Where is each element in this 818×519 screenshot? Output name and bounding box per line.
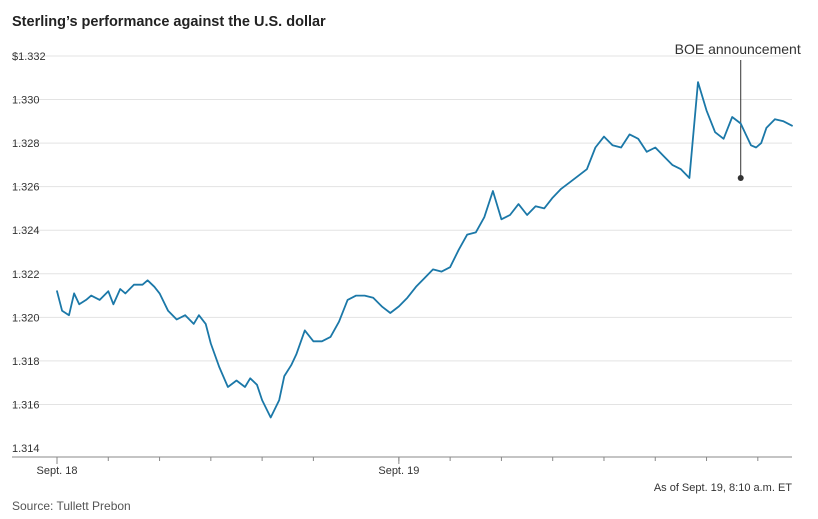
x-tick-label: Sept. 19 xyxy=(378,465,419,477)
source-note: Source: Tullett Prebon xyxy=(12,499,131,513)
series-line xyxy=(56,81,793,419)
series xyxy=(56,81,793,419)
annotation-marker xyxy=(737,174,744,181)
y-tick-label: 1.322 xyxy=(12,269,40,281)
y-tick-label: 1.314 xyxy=(12,443,40,455)
y-tick-label: 1.330 xyxy=(12,95,40,107)
gridlines xyxy=(12,55,792,405)
annotation: BOE announcement xyxy=(675,41,801,178)
x-tick-label: Sept. 18 xyxy=(37,465,78,477)
y-tick-label: 1.324 xyxy=(12,225,40,237)
y-tick-label: $1.332 xyxy=(12,51,46,63)
y-tick-label: 1.318 xyxy=(12,356,40,368)
y-axis-ticks: 1.314 1.316 1.318 1.320 1.322 1.324 1.326 1.328… xyxy=(12,51,46,455)
as-of-note: As of Sept. 19, 8:10 a.m. ET xyxy=(653,482,792,494)
y-tick-label: 1.316 xyxy=(12,399,40,411)
chart-title: Sterling’s performance against the U.S. … xyxy=(12,14,326,30)
x-axis: Sept. 18 Sept. 19 xyxy=(12,456,792,477)
y-tick-label: 1.326 xyxy=(12,182,40,194)
annotation-label: BOE announcement xyxy=(675,41,801,57)
y-tick-label: 1.320 xyxy=(12,312,40,324)
y-tick-label: 1.328 xyxy=(12,138,40,150)
